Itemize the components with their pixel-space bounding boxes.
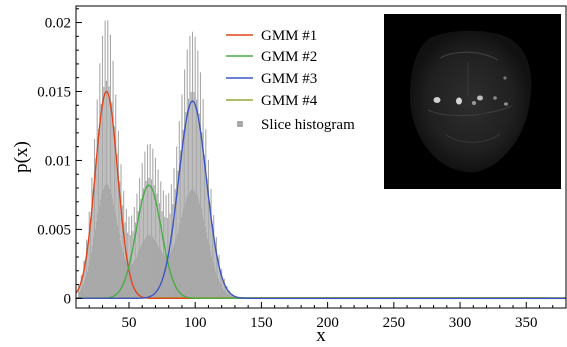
x-axis-label: x xyxy=(316,325,326,346)
plot-frame xyxy=(75,5,567,309)
y-axis-ticks: 0 0.005 0.01 0.015 0.02 xyxy=(37,8,82,307)
y-axis-label: p(x) xyxy=(11,141,32,173)
legend-label-gmm-3: GMM #3 xyxy=(261,71,317,87)
legend-label-gmm-1: GMM #1 xyxy=(261,28,317,44)
x-tick-label: 50 xyxy=(121,315,136,331)
x-tick-label: 250 xyxy=(383,315,406,331)
legend-label-histogram: Slice histogram xyxy=(261,117,355,133)
legend: GMM #1 GMM #2 GMM #3 GMM #4 Slice histog… xyxy=(226,28,355,133)
gmm-curve-3 xyxy=(76,100,566,300)
y-tick-label: 0 xyxy=(64,291,72,307)
x-axis-ticks: 50 100 150 200 250 300 350 xyxy=(88,302,554,331)
x-tick-label: 150 xyxy=(250,315,273,331)
x-tick-label: 100 xyxy=(184,315,207,331)
legend-label-gmm-4: GMM #4 xyxy=(261,93,318,109)
inset-brain-slice-image xyxy=(384,14,561,189)
legend-label-gmm-2: GMM #2 xyxy=(261,49,317,65)
legend-swatch-histogram xyxy=(237,121,243,127)
x-tick-label: 350 xyxy=(515,315,538,331)
y-tick-label: 0.005 xyxy=(37,222,71,238)
x-tick-label: 300 xyxy=(449,315,472,331)
y-tick-label: 0.01 xyxy=(45,153,71,169)
brain-slice-shape xyxy=(410,30,532,173)
y-tick-label: 0.015 xyxy=(37,84,71,100)
gmm-curves xyxy=(76,90,566,300)
y-tick-label: 0.02 xyxy=(45,16,71,32)
x-tick-label: 200 xyxy=(316,315,339,331)
